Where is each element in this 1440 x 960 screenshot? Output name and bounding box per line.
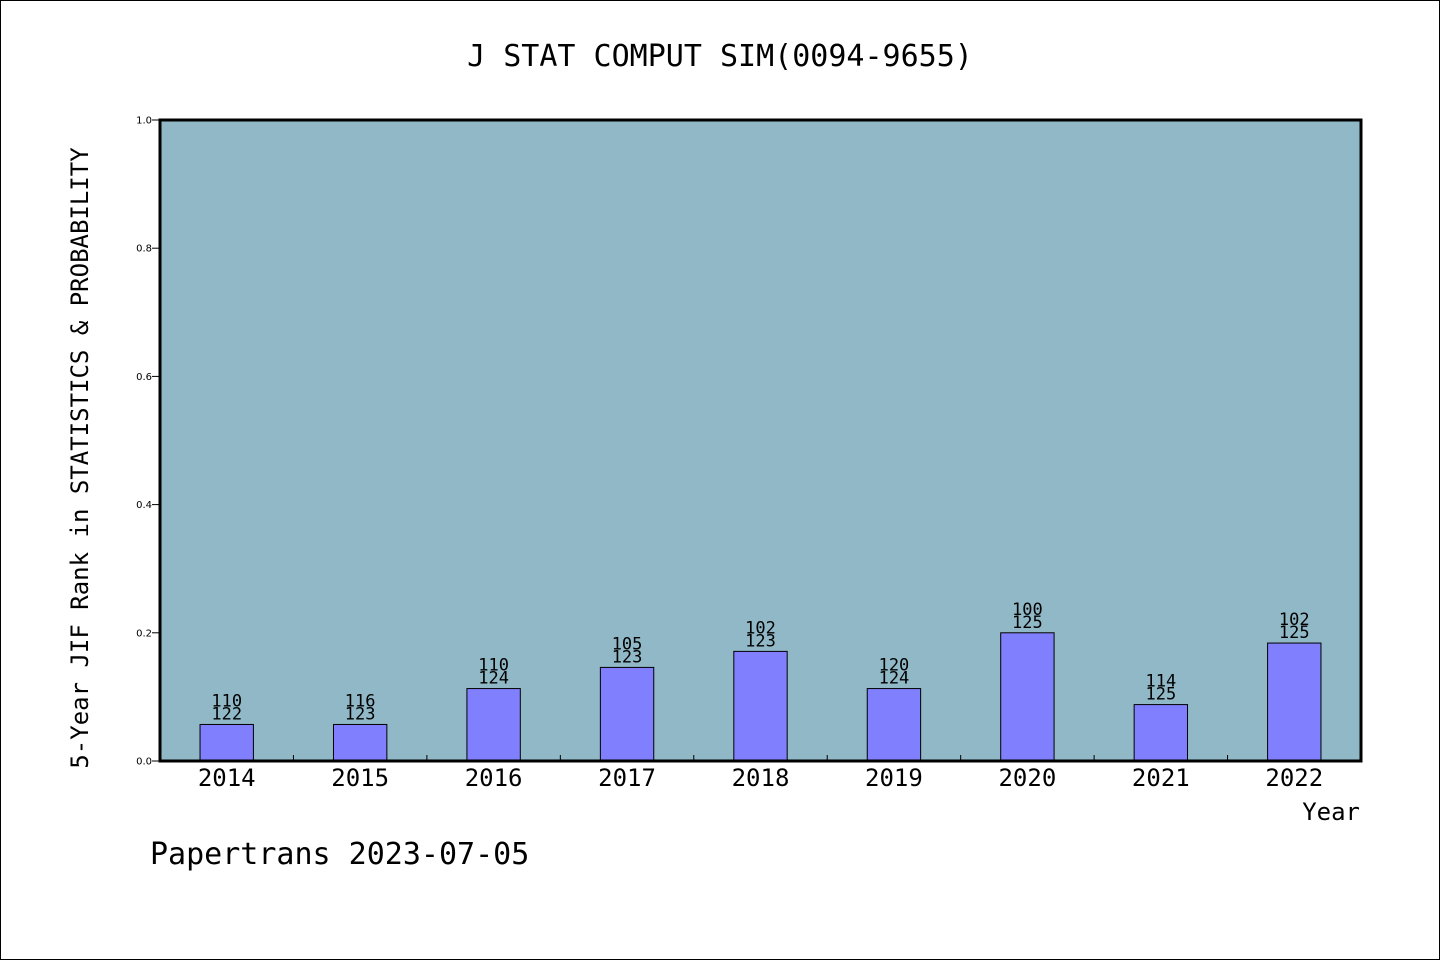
x-tick-label: 2016 [465, 764, 523, 792]
bar-2019 [866, 688, 922, 762]
x-axis-label: Year [1302, 798, 1360, 826]
y-tick-label: 0.8 [136, 244, 152, 255]
bar-rank-label: 102 [745, 618, 776, 638]
bar-2018 [733, 650, 788, 762]
bar-rank-label: 116 [345, 691, 376, 711]
chart-title: J STAT COMPUT SIM(0094-9655) [467, 39, 973, 74]
footer-text: Papertrans 2023-07-05 [150, 837, 529, 872]
bar-2022 [1267, 642, 1322, 762]
y-axis: 0.0 0.2 0.4 0.6 0.8 1.0 [136, 116, 160, 768]
y-tick-label: 0.4 [136, 500, 152, 511]
bar-rank-label: 110 [478, 656, 509, 676]
bar-rank-label: 110 [211, 691, 242, 711]
y-axis-label: 5-Year JIF Rank in STATISTICS & PROBABIL… [66, 147, 94, 769]
bar-total-label: 124 [478, 669, 509, 689]
bar-2020 [1000, 632, 1055, 762]
bar-total-label: 123 [745, 631, 776, 651]
bar-total-label: 125 [1279, 623, 1310, 643]
bar-total-label: 124 [879, 669, 910, 689]
bar-2014 [199, 723, 254, 762]
bar-rank-label: 100 [1012, 600, 1043, 620]
x-tick-label: 2021 [1132, 764, 1190, 792]
bar-total-label: 123 [345, 704, 376, 724]
bar-rank-label: 120 [879, 656, 910, 676]
bar-rank-label: 105 [612, 634, 643, 654]
x-tick-label: 2014 [198, 764, 256, 792]
y-tick-label: 0.6 [136, 372, 152, 383]
x-tick-label: 2020 [998, 764, 1056, 792]
plot-border [158, 118, 1363, 763]
bar-2021 [1133, 704, 1189, 762]
bar-labels-group: 1101221161231101241051231021231201241001… [211, 600, 1309, 725]
x-tick-label: 2019 [865, 764, 923, 792]
x-tick-label: 2022 [1265, 764, 1323, 792]
x-tick-label: 2017 [598, 764, 656, 792]
bars-group [199, 632, 1322, 762]
bar-rank-label: 114 [1145, 672, 1176, 692]
y-tick-label: 1.0 [136, 116, 152, 127]
bar-total-label: 125 [1145, 685, 1176, 705]
x-axis: 2014 2015 2016 2017 2018 2019 2020 2021 2022 [198, 755, 1323, 792]
bar-2015 [332, 723, 388, 762]
y-tick-label: 0.0 [136, 757, 152, 768]
x-tick-label: 2015 [331, 764, 389, 792]
bar-rank-label: 102 [1279, 610, 1310, 630]
bar-2016 [466, 688, 521, 762]
bar-total-label: 125 [1012, 613, 1043, 633]
y-tick-label: 0.2 [136, 628, 152, 639]
bar-2017 [599, 666, 655, 762]
x-tick-label: 2018 [732, 764, 790, 792]
bar-total-label: 122 [211, 704, 242, 724]
bar-total-label: 123 [612, 647, 643, 667]
